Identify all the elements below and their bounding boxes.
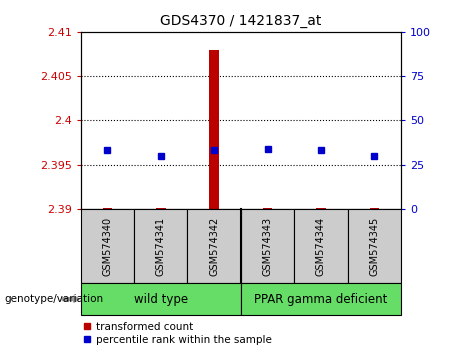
Bar bbox=[134, 209, 188, 283]
Text: GSM574341: GSM574341 bbox=[156, 216, 166, 276]
Bar bbox=[294, 209, 348, 283]
Legend: transformed count, percentile rank within the sample: transformed count, percentile rank withi… bbox=[79, 317, 276, 349]
Bar bbox=[81, 283, 241, 315]
Bar bbox=[316, 208, 326, 209]
Bar bbox=[209, 50, 219, 209]
Bar bbox=[241, 209, 294, 283]
Text: GSM574340: GSM574340 bbox=[102, 216, 112, 276]
Bar bbox=[102, 208, 112, 209]
Bar bbox=[81, 209, 134, 283]
Bar bbox=[241, 283, 401, 315]
Text: GSM574345: GSM574345 bbox=[369, 216, 379, 276]
Bar bbox=[188, 209, 241, 283]
Text: genotype/variation: genotype/variation bbox=[5, 294, 104, 304]
Bar bbox=[156, 208, 165, 209]
Text: GSM574343: GSM574343 bbox=[263, 216, 272, 276]
Text: wild type: wild type bbox=[134, 293, 188, 306]
Text: PPAR gamma deficient: PPAR gamma deficient bbox=[254, 293, 388, 306]
Bar bbox=[263, 208, 272, 209]
Bar bbox=[348, 209, 401, 283]
Text: GSM574344: GSM574344 bbox=[316, 216, 326, 276]
Text: GSM574342: GSM574342 bbox=[209, 216, 219, 276]
Title: GDS4370 / 1421837_at: GDS4370 / 1421837_at bbox=[160, 14, 322, 28]
Bar bbox=[370, 208, 379, 209]
